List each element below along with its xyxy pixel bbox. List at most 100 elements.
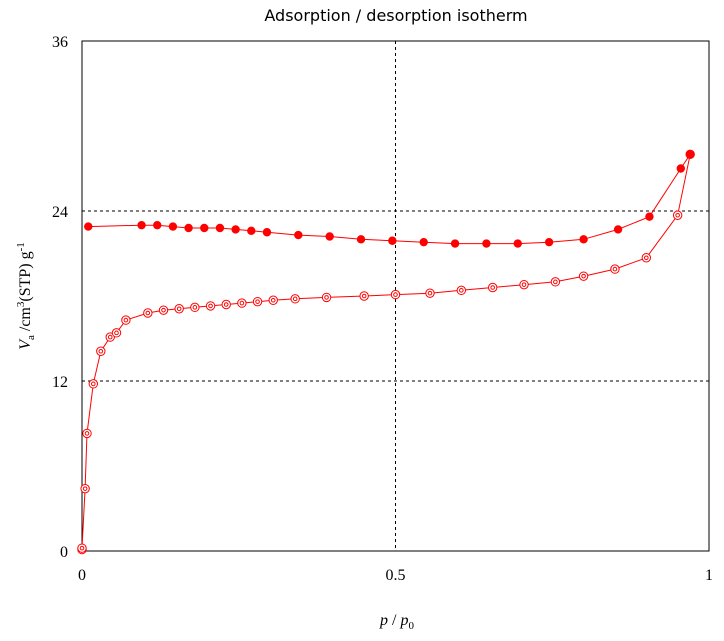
series-open-circle	[77, 149, 695, 555]
data-point-inner	[107, 334, 113, 340]
data-point-inner	[393, 292, 398, 297]
data-point	[388, 236, 397, 245]
data-point-inner	[98, 348, 104, 354]
data-point	[425, 288, 435, 298]
data-point	[294, 230, 303, 240]
y-tick-label: 24	[52, 204, 68, 221]
data-point	[143, 308, 153, 318]
data-point	[262, 228, 272, 237]
data-point	[96, 346, 106, 356]
series-line	[88, 154, 691, 245]
data-point-inner	[208, 303, 213, 309]
data-point	[268, 295, 278, 305]
y-tick-labels: 0 12 24 36	[52, 34, 68, 561]
data-point	[321, 292, 332, 303]
data-point	[645, 212, 654, 221]
data-point	[247, 226, 256, 236]
data-point	[519, 279, 529, 290]
data-point-inner	[427, 290, 433, 296]
data-point	[487, 282, 498, 293]
data-point-inner	[90, 381, 96, 387]
data-point	[676, 164, 685, 173]
data-point	[237, 298, 247, 308]
data-point-inner	[192, 305, 198, 310]
data-point-inner	[675, 212, 680, 218]
data-point-inner	[123, 317, 129, 323]
y-tick-label: 12	[52, 374, 68, 391]
data-point	[544, 237, 554, 247]
data-point	[290, 294, 300, 304]
data-point	[137, 220, 146, 230]
data-point-inner	[176, 306, 182, 312]
data-point	[168, 222, 178, 231]
series-line	[81, 154, 691, 550]
data-point	[579, 235, 588, 244]
data-point-inner	[644, 255, 649, 261]
data-point	[205, 301, 216, 311]
data-point	[184, 223, 193, 233]
data-point	[215, 223, 225, 233]
data-point	[84, 222, 93, 231]
plot-frame	[81, 40, 710, 552]
data-point	[158, 305, 169, 315]
data-point-inner	[161, 307, 166, 313]
x-tick-label: 0.5	[386, 567, 406, 584]
data-point	[641, 253, 651, 263]
data-point	[359, 291, 369, 301]
data-point-inner	[459, 288, 464, 293]
y-axis-label: Va /cm3(STP) g-1	[15, 242, 37, 350]
data-point-inner	[79, 545, 85, 551]
data-point	[456, 285, 467, 296]
series-layer	[77, 149, 695, 555]
data-point	[325, 232, 334, 241]
data-point	[610, 264, 620, 274]
data-point	[77, 543, 87, 553]
data-point	[450, 239, 460, 248]
data-point	[88, 379, 98, 389]
data-point-inner	[361, 293, 367, 299]
data-point-inner	[114, 330, 119, 336]
data-point	[174, 304, 184, 314]
data-point	[190, 302, 200, 313]
data-point-inner	[255, 299, 260, 304]
data-point-inner	[553, 279, 558, 285]
data-point-inner	[84, 431, 90, 436]
data-point-inner	[239, 300, 245, 306]
data-point	[231, 225, 240, 234]
data-point-inner	[270, 297, 276, 303]
x-tick-label: 1	[705, 567, 713, 584]
data-point	[482, 239, 491, 248]
data-point	[153, 220, 162, 230]
series-filled-circle	[84, 150, 695, 248]
data-point	[82, 428, 92, 439]
data-point	[613, 225, 623, 234]
x-tick-labels: 0 0.5 1	[78, 567, 713, 584]
data-point	[550, 277, 561, 287]
data-point-inner	[223, 302, 229, 307]
x-tick-label: 0	[78, 567, 86, 584]
data-point	[221, 299, 231, 310]
x-axis-label: p / p0	[379, 612, 414, 632]
data-point-inner	[490, 285, 495, 290]
data-point	[356, 235, 366, 244]
data-point	[200, 223, 209, 233]
data-point	[685, 150, 695, 159]
data-point	[80, 483, 90, 494]
data-point	[672, 210, 683, 220]
data-point	[111, 328, 122, 338]
y-tick-label: 36	[52, 34, 68, 51]
data-point-inner	[612, 266, 618, 272]
data-point	[578, 271, 589, 281]
data-point	[121, 315, 131, 325]
data-point	[419, 237, 428, 247]
data-point	[252, 296, 263, 307]
data-point	[513, 239, 522, 248]
y-tick-label: 0	[60, 544, 68, 561]
data-point-inner	[82, 486, 88, 491]
data-point	[390, 289, 401, 300]
data-point-inner	[521, 282, 527, 287]
data-point-inner	[581, 273, 586, 279]
data-point-inner	[145, 310, 151, 316]
data-point-inner	[324, 295, 329, 300]
